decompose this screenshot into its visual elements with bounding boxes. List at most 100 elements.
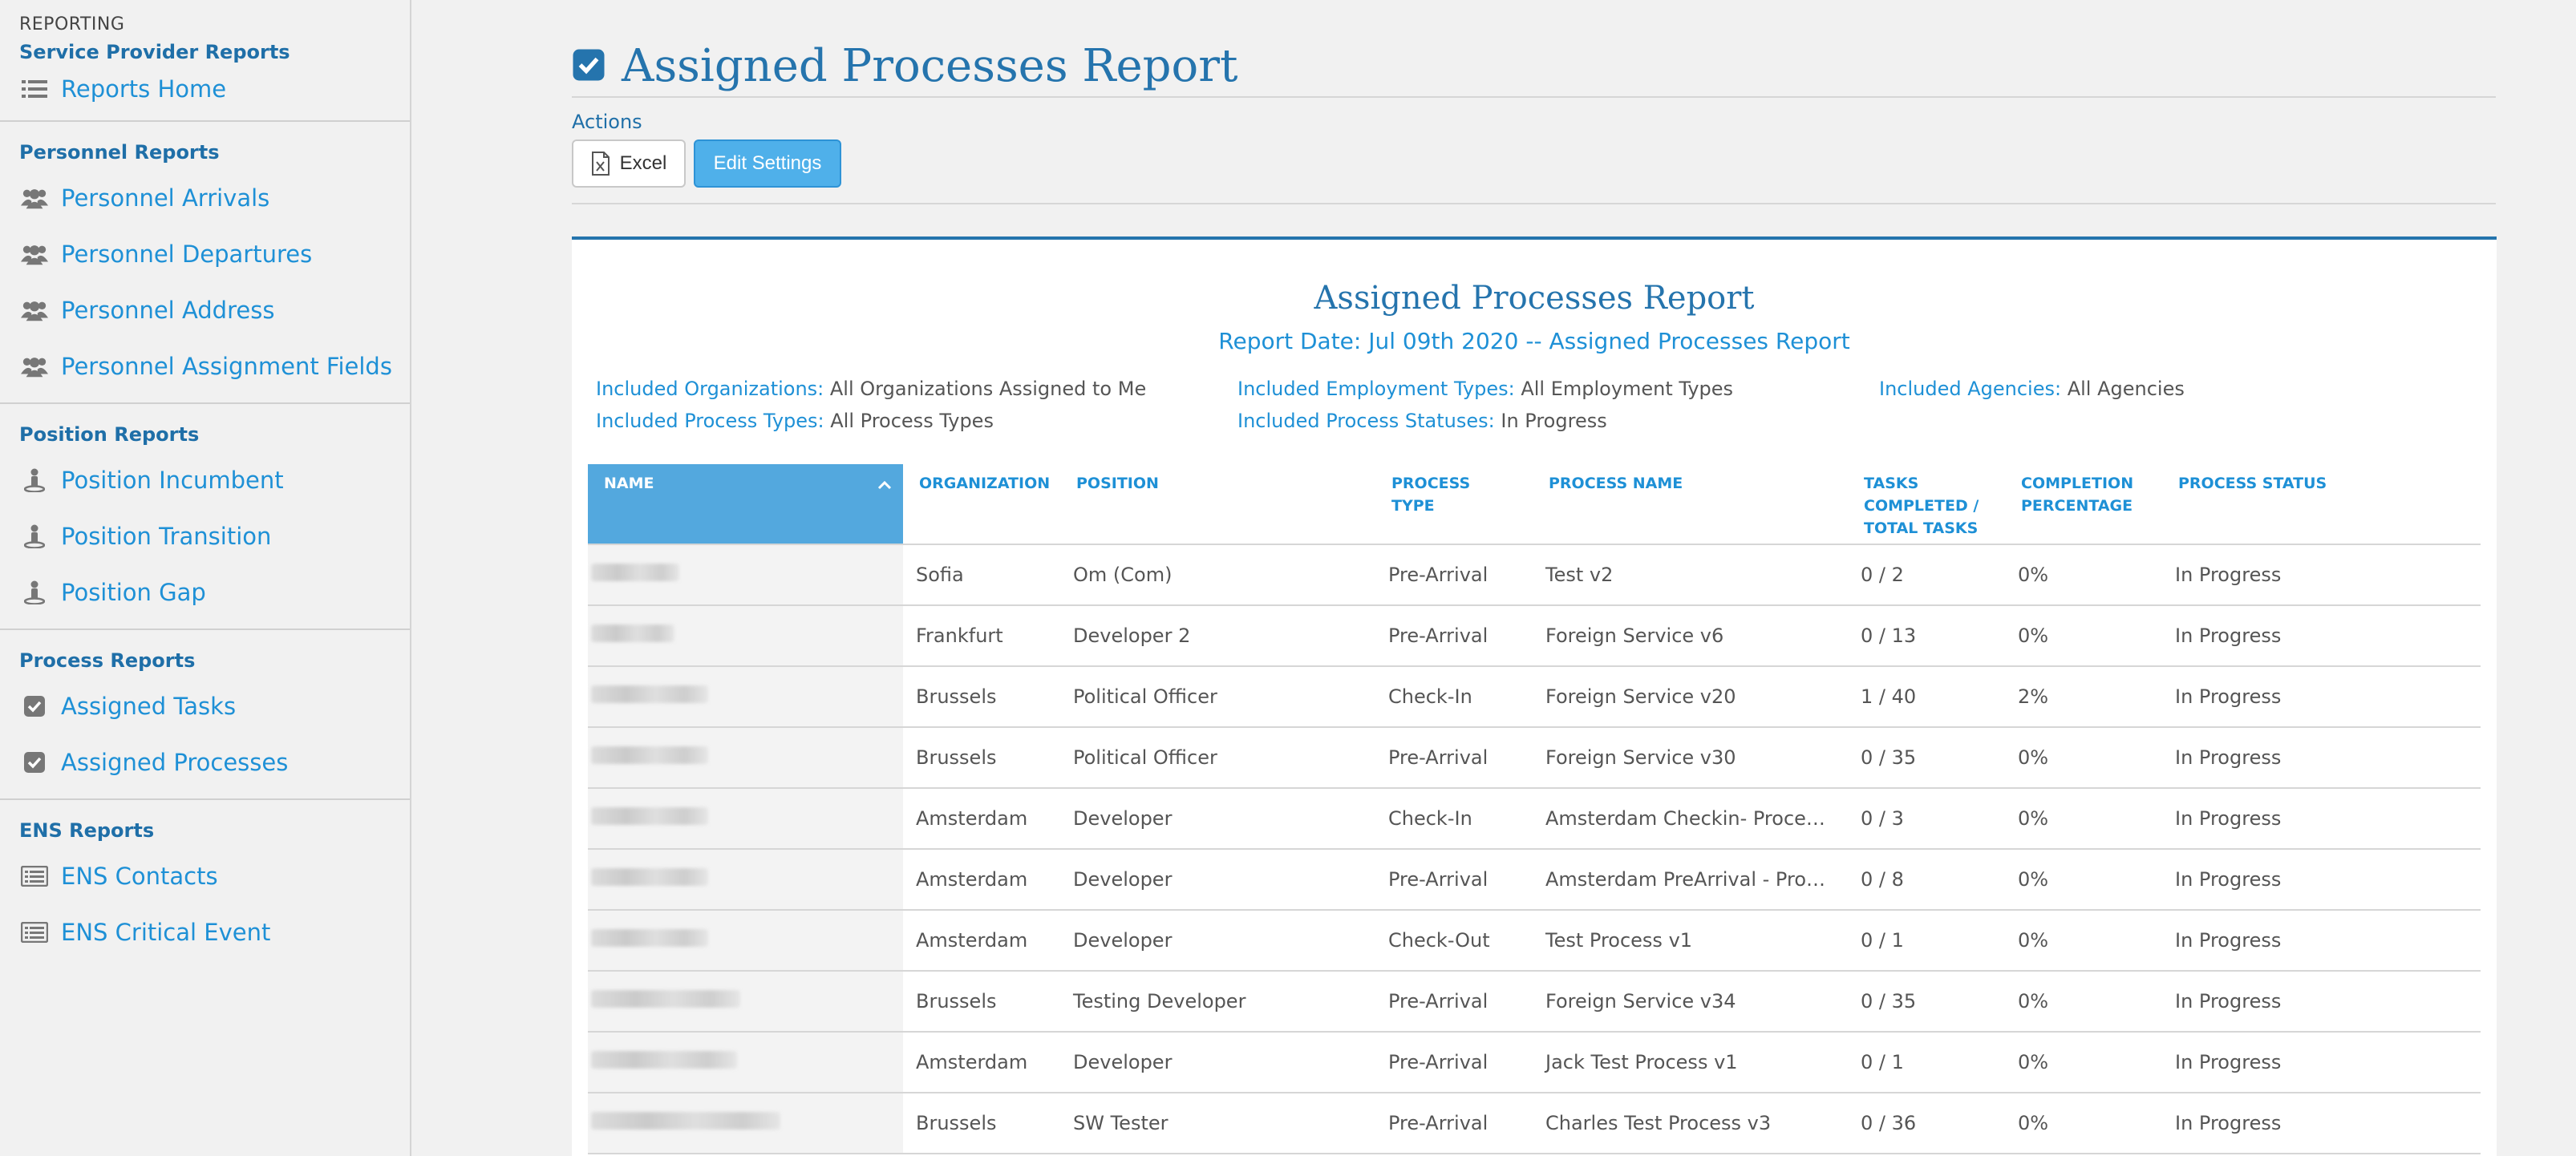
sidebar-item-position-incumbent[interactable]: Position Incumbent: [0, 452, 410, 508]
name-cell-redacted: [588, 1093, 903, 1154]
status-cell: In Progress: [2162, 971, 2481, 1033]
position-cell: Developer: [1060, 1032, 1375, 1093]
process-name-cell: Amsterdam Checkin- Process v3: [1533, 788, 1848, 850]
sidebar-item-ens-critical-event[interactable]: ENS Critical Event: [0, 904, 410, 960]
actions-label: Actions: [572, 111, 642, 133]
sidebar-item-personnel-arrivals[interactable]: Personnel Arrivals: [0, 170, 410, 226]
report-title: Assigned Processes Report: [1314, 280, 1755, 317]
redacted-name: [591, 746, 708, 764]
process-type-cell: Check-In: [1375, 788, 1533, 850]
sidebar-item-ens-contacts[interactable]: ENS Contacts: [0, 848, 410, 904]
sidebar-item-personnel-address[interactable]: Personnel Address: [0, 282, 410, 338]
status-cell: In Progress: [2162, 788, 2481, 850]
table-row[interactable]: Brussels Testing Developer Pre-Arrival F…: [588, 971, 2481, 1033]
filter-value: All Agencies: [2067, 378, 2185, 400]
filter-value: All Process Types: [830, 410, 994, 432]
process-type-cell: Pre-Arrival: [1375, 1093, 1533, 1154]
person-pin-icon: [21, 523, 48, 550]
sidebar-top-label: REPORTING: [19, 14, 125, 34]
sidebar-item-position-transition[interactable]: Position Transition: [0, 508, 410, 564]
name-cell-redacted: [588, 788, 903, 850]
table-row[interactable]: Amsterdam Developer Check-Out Test Proce…: [588, 910, 2481, 972]
table-row[interactable]: Brussels Political Officer Check-In Fore…: [588, 666, 2481, 728]
table-row[interactable]: Brussels Political Officer Pre-Arrival F…: [588, 727, 2481, 789]
list-box-icon: [21, 919, 48, 946]
column-header-position[interactable]: POSITION: [1060, 464, 1375, 545]
sidebar-item-position-gap[interactable]: Position Gap: [0, 564, 410, 620]
filter-value: All Organizations Assigned to Me: [829, 378, 1147, 400]
column-header-status[interactable]: PROCESS STATUS: [2162, 464, 2481, 545]
status-cell: In Progress: [2162, 849, 2481, 911]
report-table: NAME ORGANIZATION POSITION PROCESS TYPE …: [588, 464, 2481, 1154]
completion-cell: 0%: [2005, 727, 2162, 789]
name-cell-redacted: [588, 605, 903, 667]
tasks-cell: 0 / 13: [1848, 605, 2005, 667]
sidebar-item-label: Personnel Assignment Fields: [61, 353, 392, 380]
sidebar-item-personnel-departures[interactable]: Personnel Departures: [0, 226, 410, 282]
position-cell: SW Tester: [1060, 1093, 1375, 1154]
excel-button[interactable]: Excel: [572, 139, 686, 188]
column-header-process-type[interactable]: PROCESS TYPE: [1375, 464, 1533, 545]
table-row[interactable]: Amsterdam Developer Check-In Amsterdam C…: [588, 788, 2481, 850]
list-icon: [21, 75, 48, 103]
name-cell-redacted: [588, 910, 903, 972]
organization-cell: Brussels: [903, 1093, 1060, 1154]
redacted-name: [591, 624, 674, 642]
column-header-process-name[interactable]: PROCESS NAME: [1533, 464, 1848, 545]
tasks-cell: 0 / 1: [1848, 1032, 2005, 1093]
sidebar-item-label: Assigned Processes: [61, 749, 289, 776]
completion-cell: 0%: [2005, 544, 2162, 606]
position-cell: Developer: [1060, 849, 1375, 911]
edit-settings-button[interactable]: Edit Settings: [694, 139, 841, 188]
sidebar-item-label: Assigned Tasks: [61, 693, 237, 720]
filter-value: All Employment Types: [1521, 378, 1734, 400]
sidebar-item-assigned-processes[interactable]: Assigned Processes: [0, 734, 410, 790]
organization-cell: Frankfurt: [903, 605, 1060, 667]
organization-cell: Brussels: [903, 971, 1060, 1033]
status-cell: In Progress: [2162, 666, 2481, 728]
name-cell-redacted: [588, 666, 903, 728]
page-title: Assigned Processes Report: [622, 40, 1238, 92]
sidebar-section-service-provider: Service Provider Reports Reports Home: [0, 38, 410, 122]
process-type-cell: Check-Out: [1375, 910, 1533, 972]
process-name-cell: Foreign Service v20: [1533, 666, 1848, 728]
sidebar-item-reports-home[interactable]: Reports Home: [0, 66, 410, 112]
organization-cell: Brussels: [903, 727, 1060, 789]
table-row[interactable]: Brussels SW Tester Pre-Arrival Charles T…: [588, 1093, 2481, 1154]
table-row[interactable]: Frankfurt Developer 2 Pre-Arrival Foreig…: [588, 605, 2481, 667]
table-row[interactable]: Amsterdam Developer Pre-Arrival Amsterda…: [588, 849, 2481, 911]
tasks-cell: 1 / 40: [1848, 666, 2005, 728]
column-header-organization[interactable]: ORGANIZATION: [903, 464, 1060, 545]
sidebar-heading: Process Reports: [19, 649, 196, 672]
position-cell: Developer: [1060, 910, 1375, 972]
completion-cell: 0%: [2005, 971, 2162, 1033]
name-cell-redacted: [588, 1032, 903, 1093]
filter-label: Included Process Types:: [596, 410, 824, 432]
excel-button-label: Excel: [619, 152, 667, 174]
divider: [572, 96, 2496, 98]
sidebar-item-label: Position Incumbent: [61, 467, 284, 494]
completion-cell: 2%: [2005, 666, 2162, 728]
table-row[interactable]: Sofia Om (Com) Pre-Arrival Test v2 0 / 2…: [588, 544, 2481, 606]
divider: [572, 203, 2496, 204]
column-header-completion[interactable]: COMPLETION PERCENTAGE: [2005, 464, 2162, 545]
status-cell: In Progress: [2162, 544, 2481, 606]
filter-label: Included Agencies:: [1879, 378, 2062, 400]
process-type-cell: Check-In: [1375, 666, 1533, 728]
column-header-label: NAME: [604, 475, 654, 492]
sidebar-item-assigned-tasks[interactable]: Assigned Tasks: [0, 678, 410, 734]
status-cell: In Progress: [2162, 1093, 2481, 1154]
process-type-cell: Pre-Arrival: [1375, 1032, 1533, 1093]
column-header-name[interactable]: NAME: [588, 464, 903, 545]
table-row[interactable]: Amsterdam Developer Pre-Arrival Jack Tes…: [588, 1032, 2481, 1093]
process-name-cell: Amsterdam PreArrival - Proce...: [1533, 849, 1848, 911]
tasks-cell: 0 / 2: [1848, 544, 2005, 606]
column-header-tasks[interactable]: TASKS COMPLETED / TOTAL TASKS: [1848, 464, 2005, 545]
person-pin-icon: [21, 467, 48, 494]
users-icon: [21, 184, 48, 212]
tasks-cell: 0 / 35: [1848, 727, 2005, 789]
filter-label: Included Organizations:: [596, 378, 824, 400]
status-cell: In Progress: [2162, 910, 2481, 972]
sidebar-item-personnel-assignment-fields[interactable]: Personnel Assignment Fields: [0, 338, 410, 394]
sidebar-section-position: Position Reports Position Incumbent Posi…: [0, 417, 410, 630]
